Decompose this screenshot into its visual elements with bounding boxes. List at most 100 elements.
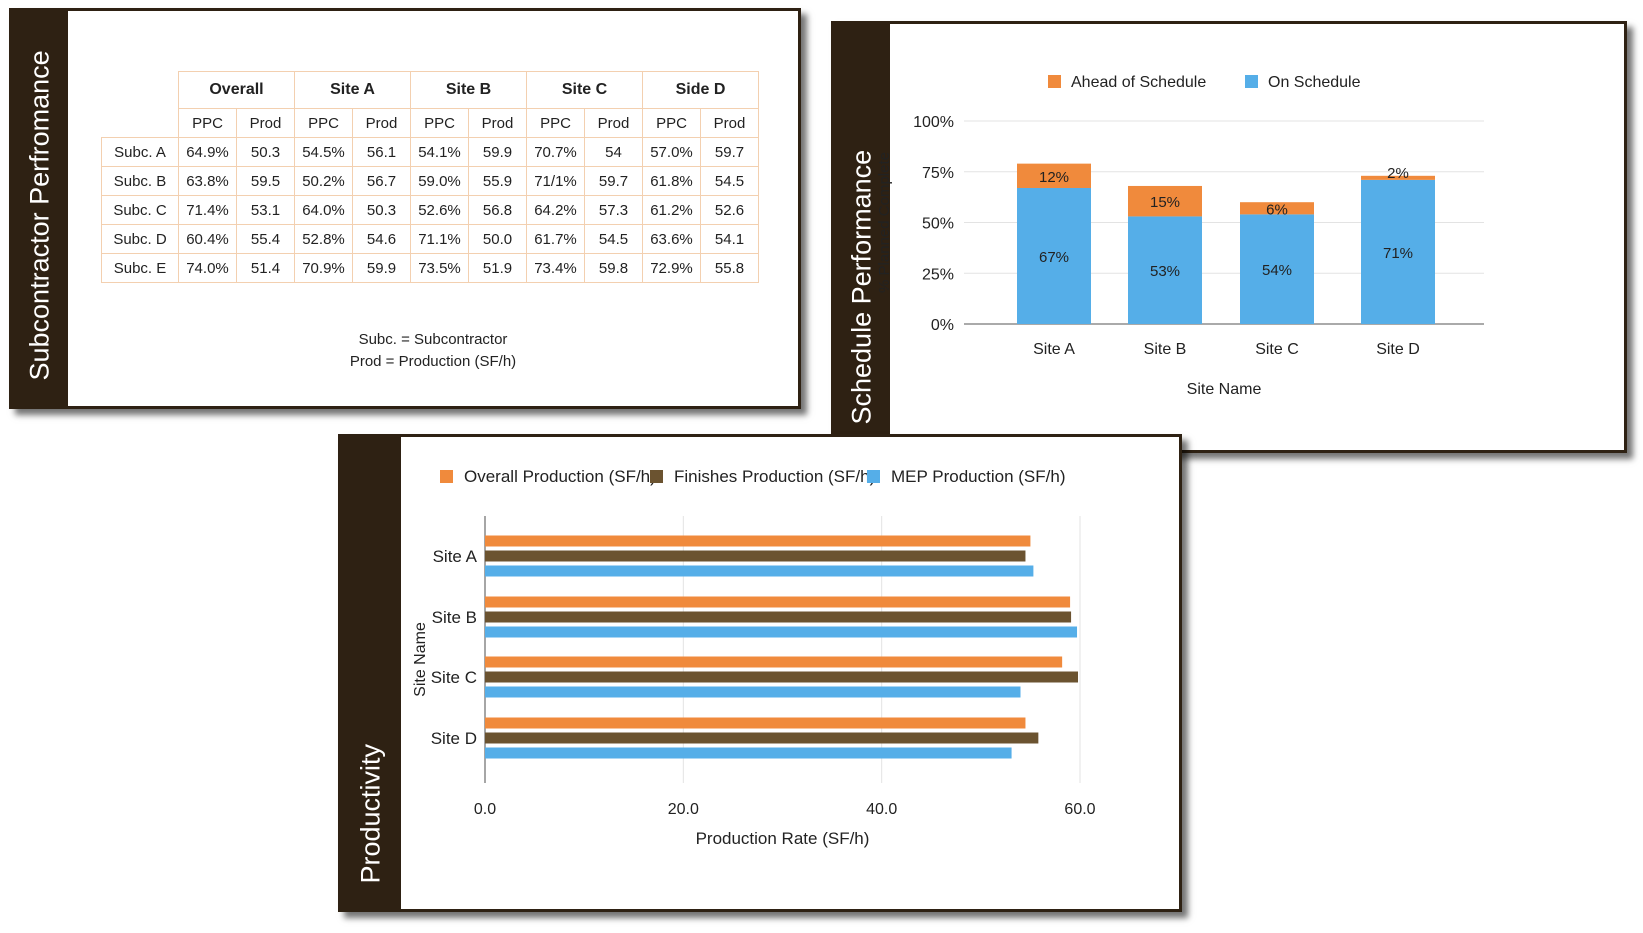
bar: [485, 550, 1026, 562]
note-prod: Prod = Production (SF/h): [349, 353, 517, 370]
data-label: 71%: [1383, 245, 1413, 262]
table-cell: 54: [584, 137, 643, 167]
table-cell: 50.0: [468, 224, 527, 254]
data-label: 54%: [1262, 262, 1292, 279]
bar-segment: [1128, 185, 1202, 217]
table-subheader-row: PPC Prod PPC Prod PPC Prod PPC Prod PPC Prod: [102, 108, 759, 138]
table-cell: 72.9%: [642, 253, 701, 283]
table-cell: 50.2%: [294, 166, 353, 196]
bar: [485, 671, 1079, 683]
table-row-label: Subc. A: [101, 137, 179, 167]
data-label: 2%: [1387, 165, 1409, 182]
table-row: Subc. E 74.0% 51.4 70.9% 59.9 73.5% 51.9 73.4% 5…: [101, 253, 759, 283]
table-cell: 59.7: [584, 166, 643, 196]
productivity-panel: Productivity Overall Production (SF/h) Fi…: [338, 434, 1182, 912]
y-tick-label: 100%: [913, 114, 954, 131]
table-subheader: Prod: [584, 108, 643, 138]
data-label: 15%: [1150, 194, 1180, 211]
table-cell: 54.5%: [294, 137, 353, 167]
y-axis-title: % Planned Complete: [876, 152, 893, 293]
x-tick-label: Site D: [1376, 341, 1420, 358]
table-cell: 59.5: [236, 166, 295, 196]
table-cell: 54.1: [700, 224, 759, 254]
table-cell: 55.4: [236, 224, 295, 254]
y-tick-label: Site A: [433, 547, 478, 566]
legend-swatch: [440, 470, 453, 483]
bar: [485, 732, 1039, 744]
y-tick-label: Site B: [432, 608, 477, 627]
bar-segment: [1240, 202, 1314, 215]
schedule-stacked-bar-chart: Ahead of Schedule On Schedule 0% 25% 50% 75% 1…: [876, 74, 1484, 398]
bar-segment: [1128, 216, 1202, 324]
table-cell: 54.5: [700, 166, 759, 196]
table-notes: Subc. = Subcontractor Prod = Production …: [68, 329, 798, 373]
table-cell: 52.8%: [294, 224, 353, 254]
y-tick-label: Site C: [431, 668, 477, 687]
bar-segment: [1361, 175, 1435, 180]
table-cell: 55.9: [468, 166, 527, 196]
table-cell: 64.9%: [178, 137, 237, 167]
y-tick-label: 50%: [922, 216, 954, 233]
panel-title-band: Productivity: [341, 437, 401, 909]
table-cell: 59.9: [352, 253, 411, 283]
table-group-header-row: Overall Site A Site B Site C Side D: [102, 71, 759, 109]
table-cell: 53.1: [236, 195, 295, 225]
table-cell: 74.0%: [178, 253, 237, 283]
table-subheader: PPC: [642, 108, 701, 138]
table-cell: 56.1: [352, 137, 411, 167]
table-cell: 54.1%: [410, 137, 469, 167]
bar: [485, 717, 1026, 729]
table-cell: 59.8: [584, 253, 643, 283]
table-cell: 59.7: [700, 137, 759, 167]
table-cell: 57.0%: [642, 137, 701, 167]
x-tick-label: 20.0: [668, 801, 699, 818]
legend-swatch: [867, 470, 880, 483]
productivity-horizontal-bar-chart: Overall Production (SF/h) Finishes Produc…: [412, 467, 1096, 848]
panel-title: Subcontractor Perfromance: [24, 50, 55, 381]
legend-label: MEP Production (SF/h): [891, 467, 1065, 486]
legend-label: Ahead of Schedule: [1071, 74, 1206, 91]
table-subheader: PPC: [526, 108, 585, 138]
legend-label: Finishes Production (SF/h): [674, 467, 875, 486]
legend-swatch: [1048, 75, 1061, 88]
table-row: Subc. B 63.8% 59.5 50.2% 56.7 59.0% 55.9 71/1% 5…: [101, 166, 759, 196]
x-axis-title: Site Name: [1187, 381, 1262, 398]
table-row: Subc. C 71.4% 53.1 64.0% 50.3 52.6% 56.8 64.2% 5…: [101, 195, 759, 225]
table-group-header: Overall: [178, 71, 295, 109]
bar-segment: [1017, 163, 1091, 188]
table-cell: 57.3: [584, 195, 643, 225]
table-row: Subc. A 64.9% 50.3 54.5% 56.1 54.1% 59.9 70.7% 5…: [101, 137, 759, 167]
table-cell: 50.3: [352, 195, 411, 225]
bar: [485, 686, 1021, 698]
table-cell: 73.4%: [526, 253, 585, 283]
y-tick-label: 0%: [931, 317, 954, 334]
y-tick-label: 75%: [922, 165, 954, 182]
table-cell: 55.8: [700, 253, 759, 283]
bar-segment: [1361, 179, 1435, 324]
bar: [485, 626, 1078, 638]
table-cell: 61.8%: [642, 166, 701, 196]
table-cell: 70.7%: [526, 137, 585, 167]
data-label: 6%: [1266, 201, 1288, 218]
table-subheader: Prod: [352, 108, 411, 138]
legend-swatch: [650, 470, 663, 483]
table-group-header: Site A: [294, 71, 411, 109]
table-cell: 71.1%: [410, 224, 469, 254]
table-cell: 54.6: [352, 224, 411, 254]
table-row-label: Subc. B: [101, 166, 179, 196]
table-cell: 51.9: [468, 253, 527, 283]
x-tick-label: Site C: [1255, 341, 1299, 358]
x-axis-title: Production Rate (SF/h): [696, 829, 870, 848]
data-label: 67%: [1039, 249, 1069, 266]
table-group-header: Site B: [410, 71, 527, 109]
bar-segment: [1240, 214, 1314, 324]
y-tick-label: 25%: [922, 266, 954, 283]
table-row-label: Subc. C: [101, 195, 179, 225]
table-cell: 50.3: [236, 137, 295, 167]
table-cell: 63.8%: [178, 166, 237, 196]
panel-title-band: Schedule Performance: [834, 24, 890, 450]
table-row: Subc. D 60.4% 55.4 52.8% 54.6 71.1% 50.0 61.7% 5…: [101, 224, 759, 254]
table-subheader: PPC: [294, 108, 353, 138]
table-cell: 59.0%: [410, 166, 469, 196]
